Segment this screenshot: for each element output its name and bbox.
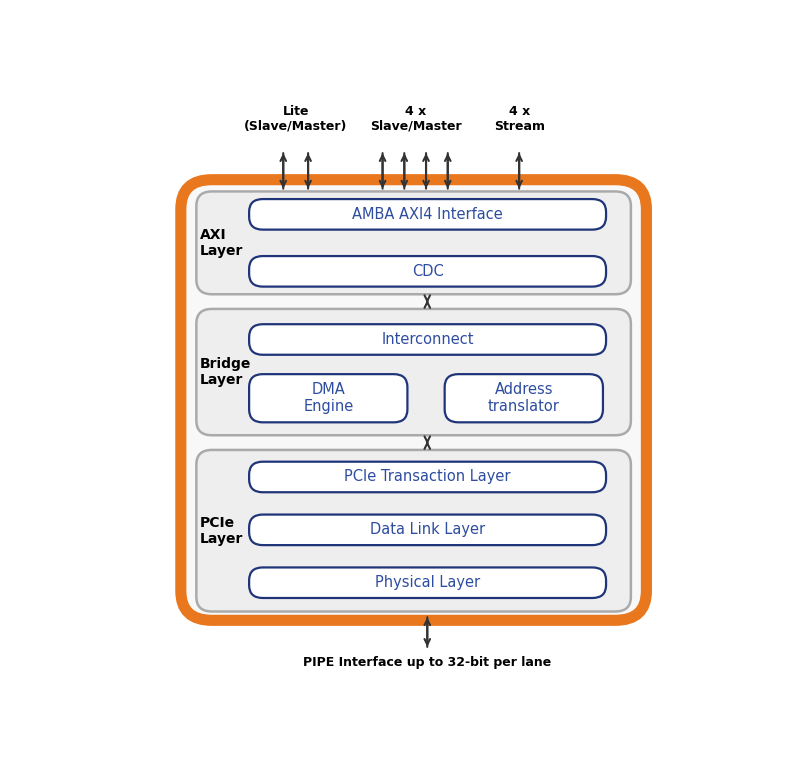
FancyBboxPatch shape: [249, 514, 606, 545]
Text: Address
translator: Address translator: [488, 382, 560, 414]
Text: DMA
Engine: DMA Engine: [303, 382, 353, 414]
FancyBboxPatch shape: [249, 374, 408, 423]
FancyBboxPatch shape: [249, 462, 606, 492]
Text: AMBA AXI4 Interface: AMBA AXI4 Interface: [352, 207, 503, 222]
Text: 4 x
Slave/Master: 4 x Slave/Master: [370, 105, 461, 133]
FancyBboxPatch shape: [196, 192, 631, 295]
Text: Lite
(Slave/Master): Lite (Slave/Master): [244, 105, 348, 133]
Text: Data Link Layer: Data Link Layer: [370, 523, 485, 537]
Text: PCIe Transaction Layer: PCIe Transaction Layer: [344, 469, 511, 485]
FancyBboxPatch shape: [196, 309, 631, 435]
FancyBboxPatch shape: [249, 568, 606, 598]
Text: PCIe
Layer: PCIe Layer: [199, 516, 243, 546]
Text: CDC: CDC: [412, 264, 444, 278]
Text: 4 x
Stream: 4 x Stream: [493, 105, 545, 133]
FancyBboxPatch shape: [249, 256, 606, 287]
FancyBboxPatch shape: [249, 199, 606, 230]
FancyBboxPatch shape: [181, 179, 646, 620]
FancyBboxPatch shape: [445, 374, 603, 423]
Text: Interconnect: Interconnect: [381, 332, 474, 347]
FancyBboxPatch shape: [249, 324, 606, 355]
Text: PIPE Interface up to 32-bit per lane: PIPE Interface up to 32-bit per lane: [303, 655, 551, 668]
Text: AXI
Layer: AXI Layer: [199, 227, 243, 258]
Text: Bridge
Layer: Bridge Layer: [199, 357, 251, 387]
Text: Physical Layer: Physical Layer: [375, 575, 480, 591]
FancyBboxPatch shape: [196, 450, 631, 611]
